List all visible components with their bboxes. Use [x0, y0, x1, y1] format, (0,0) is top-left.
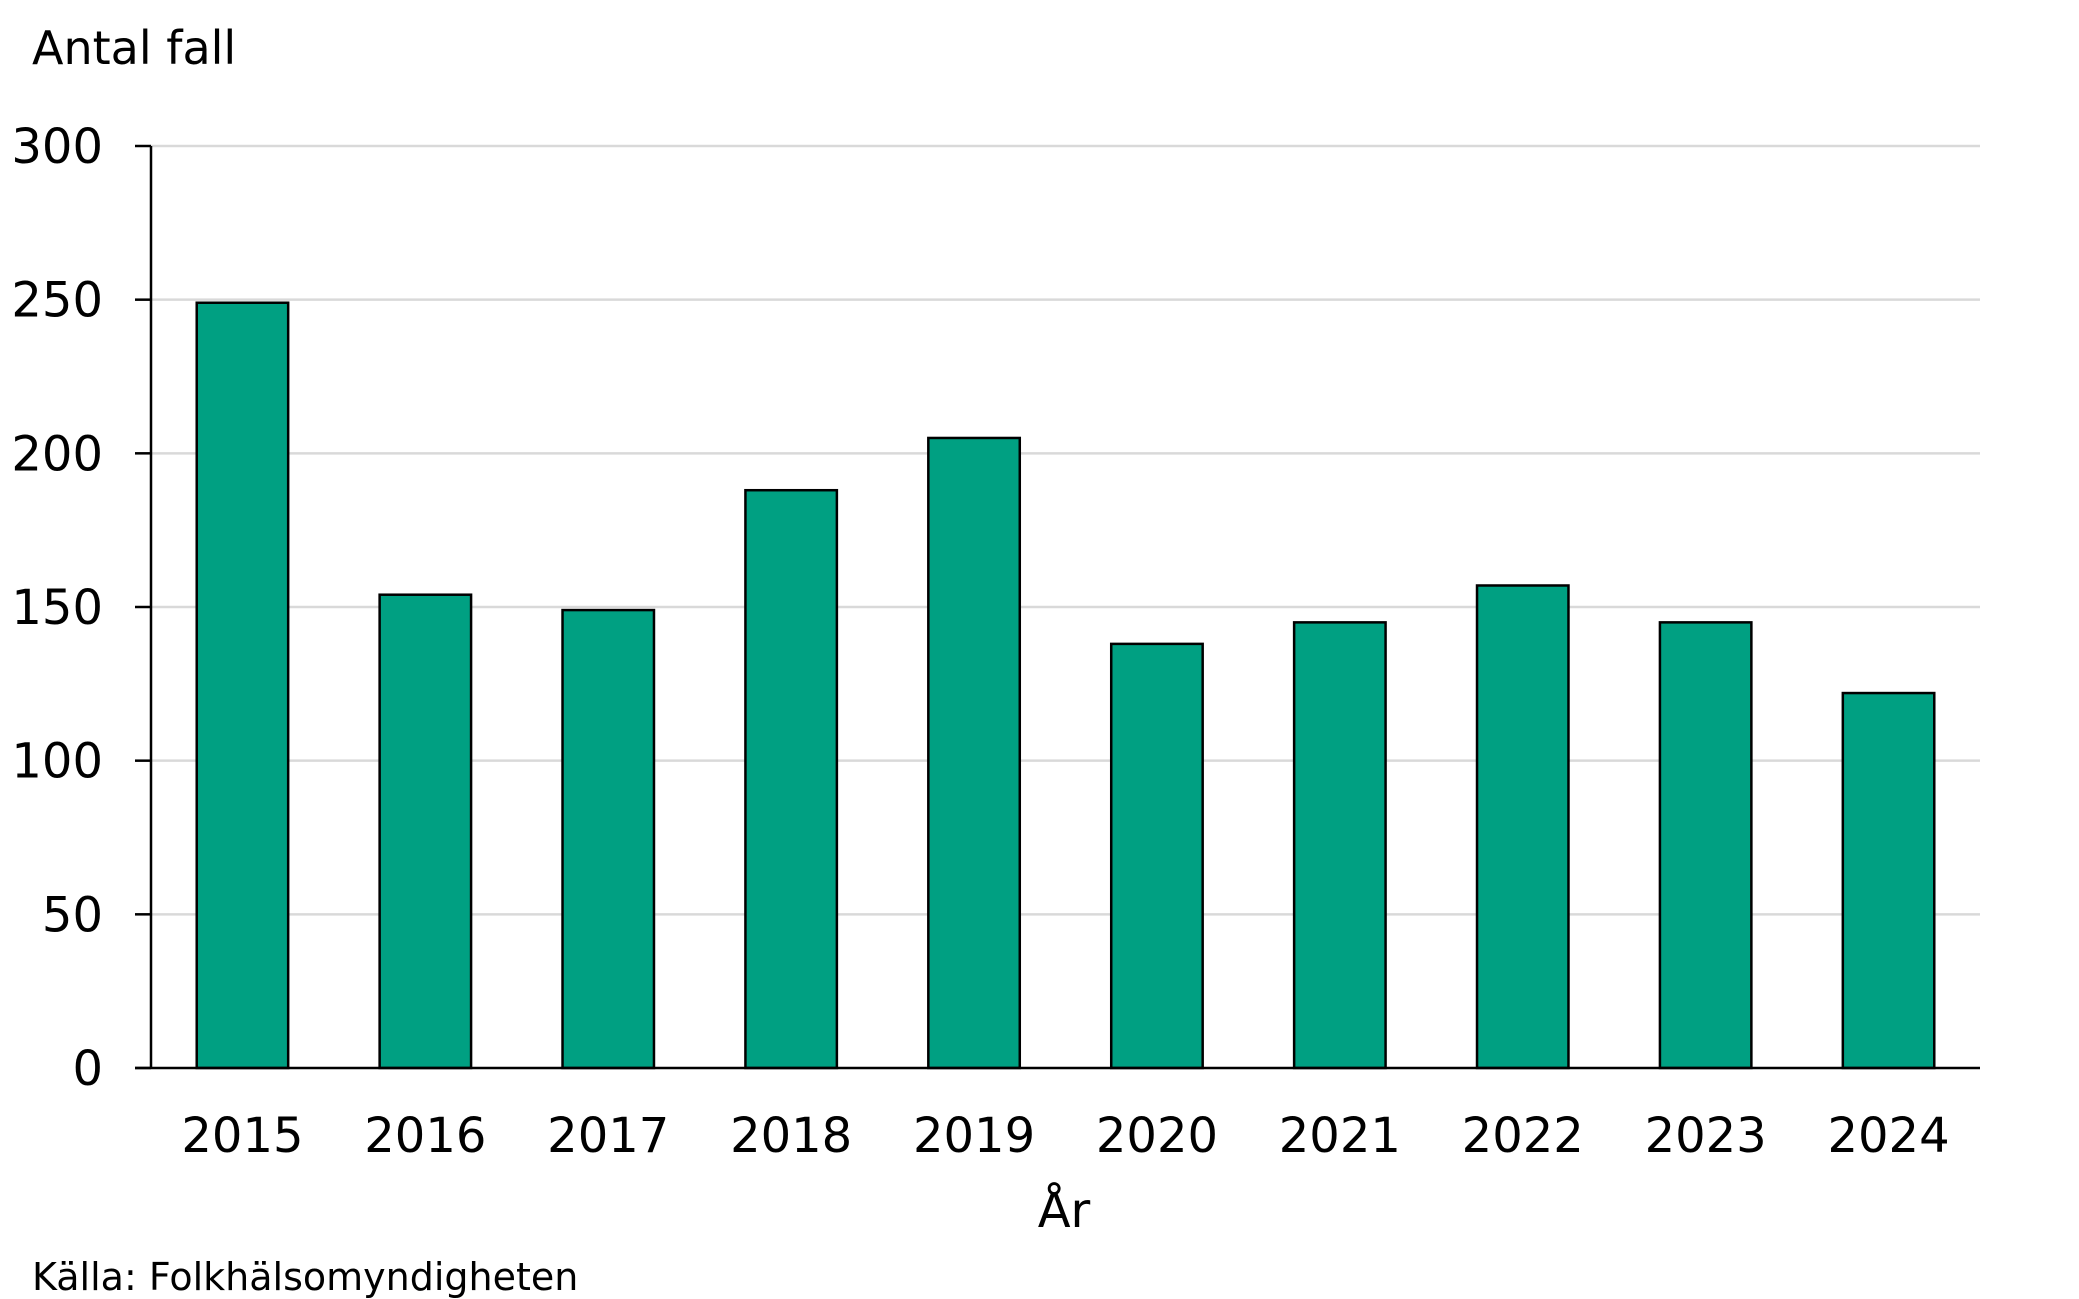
x-tick-label: 2023: [1645, 1108, 1767, 1164]
x-tick-label: 2024: [1827, 1108, 1949, 1164]
y-tick-label: 150: [11, 580, 103, 636]
bar-2017: [561, 608, 656, 1070]
y-tick-labels: 0 50 100 150 200 250 300: [11, 119, 151, 1097]
x-tick-label: 2020: [1096, 1108, 1218, 1164]
bar-2016: [378, 593, 473, 1070]
bar-2022: [1475, 584, 1570, 1070]
bar-2019: [927, 436, 1022, 1070]
y-tick-label: 50: [42, 887, 103, 943]
bar-2021: [1292, 621, 1387, 1070]
bar-2015: [195, 301, 290, 1070]
bar-2023: [1658, 621, 1753, 1070]
x-tick-label: 2022: [1462, 1108, 1584, 1164]
x-tick-label: 2017: [547, 1108, 669, 1164]
bar-2024: [1841, 691, 1936, 1070]
x-tick-label: 2015: [181, 1108, 303, 1164]
x-tick-label: 2019: [913, 1108, 1035, 1164]
bars: [195, 301, 1936, 1070]
y-tick-label: 300: [11, 119, 103, 175]
bar-2018: [744, 488, 839, 1070]
y-tick-label: 0: [72, 1041, 103, 1097]
y-tick-label: 100: [11, 734, 103, 790]
y-tick-label: 250: [11, 273, 103, 329]
y-tick-label: 200: [11, 426, 103, 482]
y-axis-title: Antal fall: [32, 21, 236, 75]
x-tick-labels: 2015 2016 2017 2018 2019 2020 2021 2022 2023 2024: [181, 1108, 1949, 1164]
x-tick-label: 2021: [1279, 1108, 1401, 1164]
x-axis-title: År: [1038, 1182, 1091, 1239]
x-tick-label: 2016: [364, 1108, 486, 1164]
x-tick-label: 2018: [730, 1108, 852, 1164]
source-note: Källa: Folkhälsomyndigheten: [32, 1255, 578, 1299]
bar-2020: [1109, 642, 1204, 1070]
